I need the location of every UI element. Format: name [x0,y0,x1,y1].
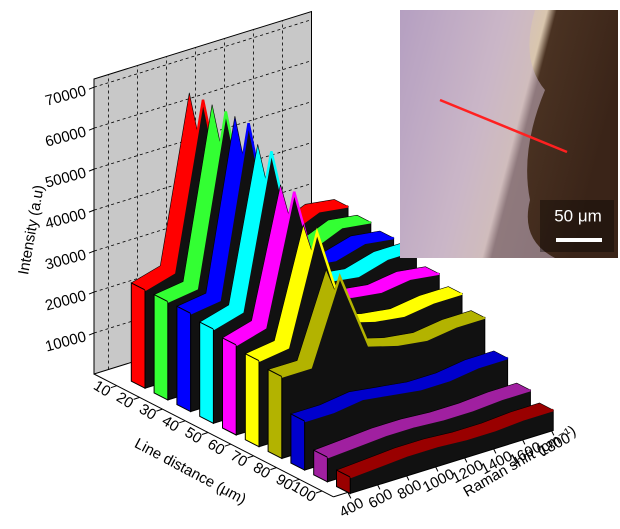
y-tick-label: 10000 [43,328,88,355]
y-tick [89,292,94,294]
z-tick-label: 20 [113,389,136,412]
y-tick-label: 40000 [43,205,88,232]
ribbon-face [154,295,168,400]
ribbon-face [223,338,237,435]
ribbon-face [131,283,145,388]
y-tick [89,210,94,212]
x-tick-label: 600 [366,486,396,513]
y-tick [89,251,94,253]
ribbon-face [291,414,305,470]
y-axis-title: Intensity (a.u) [15,184,48,276]
y-tick-label: 30000 [43,246,88,273]
z-tick-label: 70 [227,447,250,470]
y-tick [89,333,94,335]
y-tick [89,87,94,89]
y-tick-label: 20000 [43,287,88,314]
ribbon-face [177,306,191,411]
y-tick-label: 50000 [43,164,88,191]
ribbon-face [268,370,282,459]
z-axis-title: Line distance (μm) [132,435,249,508]
ribbon-face [200,322,214,423]
inset-photo: 50 μm [400,10,618,258]
y-tick [89,169,94,171]
z-tick-label: 50 [182,424,205,447]
z-tick-label: 10 [90,377,113,400]
ribbon-face [245,354,259,447]
chart: 4006008001000120014001600180010000200003… [0,0,620,524]
scale-label: 50 μm [554,206,602,225]
z-tick-label: 60 [204,436,227,459]
y-tick-label: 60000 [43,123,88,150]
z-tick-label: 40 [159,412,182,435]
y-tick [89,128,94,130]
z-tick-label: 30 [136,401,159,424]
y-tick-label: 70000 [43,82,88,109]
x-tick-label: 400 [337,495,367,522]
z-tick-label: 80 [250,459,273,482]
